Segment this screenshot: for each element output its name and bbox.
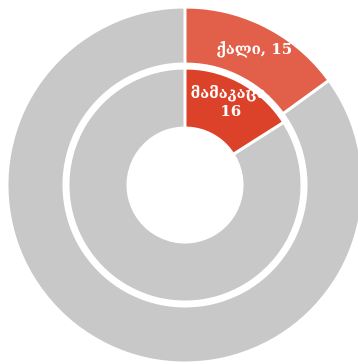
inner-ring-label-0-line-1: 16 xyxy=(220,102,241,120)
outer-ring-slice-1 xyxy=(5,5,358,364)
inner-ring-slice-1 xyxy=(66,66,304,304)
inner-ring-label-0-line-0: მამაკაცი, xyxy=(191,84,271,102)
labels-layer: ქალი, 15 მამაკაცი, 16 xyxy=(191,40,293,120)
inner-ring-label-0: მამაკაცი, 16 xyxy=(191,84,271,120)
slices-layer xyxy=(5,5,358,364)
outer-ring-label-0: ქალი, 15 xyxy=(216,40,292,58)
outer-ring-label-0-line-0: ქალი, 15 xyxy=(216,40,292,58)
